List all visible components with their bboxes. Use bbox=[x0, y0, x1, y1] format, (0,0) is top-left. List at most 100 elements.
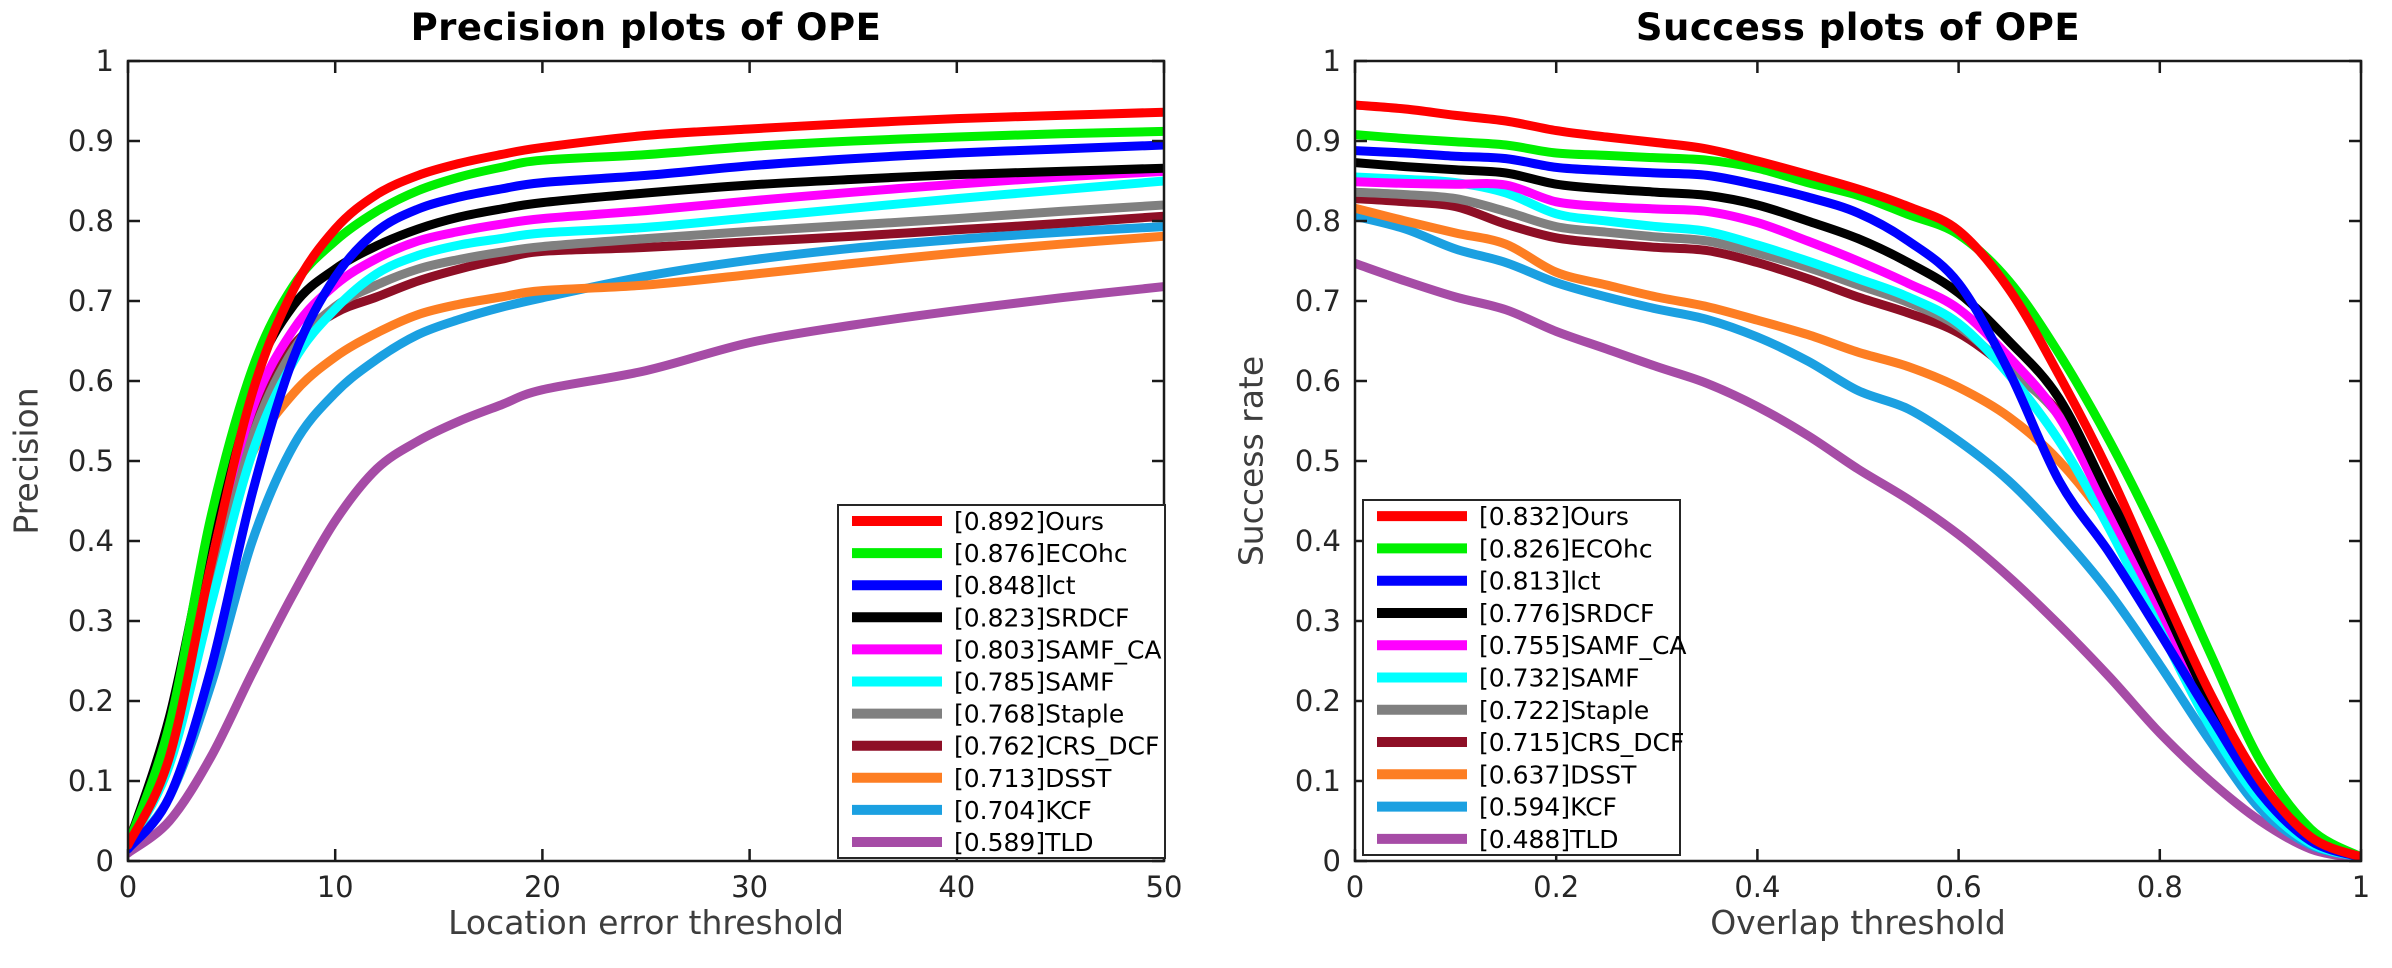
legend-item-SRDCF: [0.823]SRDCF bbox=[852, 603, 1129, 632]
y-tick-label: 0.5 bbox=[1295, 444, 1341, 478]
success-plot: 0 0.2 0.4 0.6 0.8 1 0 0.1 0.2 0.3 0.4 0.5 0.6 0.7 0.8 0… bbox=[1196, 0, 2392, 968]
legend-item-Staple: [0.768]Staple bbox=[852, 700, 1124, 729]
legend-item-CRS_DCF: [0.762]CRS_DCF bbox=[852, 732, 1159, 761]
series-line-ECOhc bbox=[128, 126, 1164, 850]
precision-plot: 0 10 20 30 40 50 0 0.1 0.2 0.3 0.4 0.5 0.6 0.7 0.8 0.9 1… bbox=[6, 6, 1183, 942]
legend-label: [0.637]DSST bbox=[1479, 760, 1637, 789]
y-tick-label: 0 bbox=[96, 844, 114, 878]
legend-label: [0.722]Staple bbox=[1479, 696, 1649, 725]
series-line-Ours bbox=[128, 107, 1164, 850]
legend-label: [0.776]SRDCF bbox=[1479, 599, 1654, 628]
x-tick-label: 0.4 bbox=[1734, 870, 1780, 904]
y-tick-label: 0.5 bbox=[68, 444, 114, 478]
legend-label: [0.892]Ours bbox=[954, 507, 1104, 536]
legend-item-Ours: [0.892]Ours bbox=[852, 507, 1104, 536]
series-line-lct bbox=[1355, 146, 2361, 861]
legend-item-SAMF_CA: [0.803]SAMF_CA bbox=[852, 635, 1162, 664]
legend-item-SAMF: [0.785]SAMF bbox=[852, 668, 1114, 697]
success-y-axis-label: Success rate bbox=[1231, 355, 1271, 567]
legend-item-SAMF_CA: [0.755]SAMF_CA bbox=[1377, 631, 1687, 660]
y-tick-label: 0.7 bbox=[68, 284, 114, 318]
y-tick-label: 0.6 bbox=[68, 364, 114, 398]
legend-label: [0.594]KCF bbox=[1479, 793, 1617, 822]
y-tick-label: 0.6 bbox=[1295, 364, 1341, 398]
series-line-SAMF bbox=[128, 176, 1164, 850]
y-tick-label: 0.4 bbox=[1295, 524, 1341, 558]
curves-group bbox=[1355, 100, 2361, 861]
y-tick-label: 0 bbox=[1323, 844, 1341, 878]
x-tick-label: 40 bbox=[938, 870, 975, 904]
success-x-axis-label: Overlap threshold bbox=[1710, 903, 2006, 942]
legend-label: [0.823]SRDCF bbox=[954, 603, 1129, 632]
legend-item-SAMF: [0.732]SAMF bbox=[1377, 664, 1639, 693]
x-tick-label: 20 bbox=[524, 870, 561, 904]
y-tick-label: 0.2 bbox=[1295, 684, 1341, 718]
legend-item-lct: [0.848]lct bbox=[852, 571, 1076, 600]
legend-item-TLD: [0.488]TLD bbox=[1377, 825, 1619, 854]
x-tick-label: 0.8 bbox=[2137, 870, 2183, 904]
y-tick-label: 0.3 bbox=[68, 604, 114, 638]
legend-item-Ours: [0.832]Ours bbox=[1377, 502, 1629, 531]
series-line-TLD bbox=[128, 282, 1164, 858]
x-tick-label: 50 bbox=[1146, 870, 1183, 904]
legend-item-DSST: [0.637]DSST bbox=[1377, 760, 1637, 789]
legend-label: [0.785]SAMF bbox=[954, 668, 1114, 697]
legend-item-ECOhc: [0.826]ECOhc bbox=[1377, 534, 1653, 563]
y-tick-label: 0.1 bbox=[68, 764, 114, 798]
legend-item-DSST: [0.713]DSST bbox=[852, 764, 1112, 793]
legend-label: [0.755]SAMF_CA bbox=[1479, 631, 1687, 660]
x-tick-label: 0 bbox=[119, 870, 137, 904]
legend: [0.832]Ours [0.826]ECOhc [0.813]lct [0.776]… bbox=[1362, 499, 1687, 856]
series-line-SAMF bbox=[1355, 172, 2361, 861]
success-plot-svg: 0 0.2 0.4 0.6 0.8 1 0 0.1 0.2 0.3 0.4 0.5 0.6 0.7 0.8 0… bbox=[1295, 44, 2370, 904]
legend-item-lct: [0.813]lct bbox=[1377, 567, 1601, 596]
y-tick-label: 0.1 bbox=[1295, 764, 1341, 798]
y-tick-label: 0.3 bbox=[1295, 604, 1341, 638]
legend-label: [0.848]lct bbox=[954, 571, 1076, 600]
y-tick-label: 0.9 bbox=[68, 124, 114, 158]
y-tick-label: 0.8 bbox=[1295, 204, 1341, 238]
legend-label: [0.713]DSST bbox=[954, 764, 1112, 793]
x-tick-label: 0.6 bbox=[1936, 870, 1982, 904]
precision-plot-title: Precision plots of OPE bbox=[410, 6, 882, 49]
x-tick-label: 0 bbox=[1346, 870, 1364, 904]
x-tick-label: 0.2 bbox=[1533, 870, 1579, 904]
legend-label: [0.704]KCF bbox=[954, 796, 1092, 825]
legend-label: [0.813]lct bbox=[1479, 567, 1601, 596]
legend: [0.892]Ours [0.876]ECOhc [0.848]lct [0.823]… bbox=[837, 504, 1166, 859]
legend-label: [0.715]CRS_DCF bbox=[1479, 728, 1684, 757]
legend-label: [0.762]CRS_DCF bbox=[954, 732, 1159, 761]
legend-label: [0.876]ECOhc bbox=[954, 539, 1128, 568]
legend-label: [0.832]Ours bbox=[1479, 502, 1629, 531]
series-line-Ours bbox=[1355, 100, 2361, 861]
y-tick-label: 0.9 bbox=[1295, 124, 1341, 158]
x-tick-label: 30 bbox=[731, 870, 768, 904]
legend-label: [0.488]TLD bbox=[1479, 825, 1619, 854]
legend-item-KCF: [0.594]KCF bbox=[1377, 793, 1617, 822]
x-tick-label: 1 bbox=[2352, 870, 2370, 904]
legend-item-CRS_DCF: [0.715]CRS_DCF bbox=[1377, 728, 1684, 757]
legend-item-TLD: [0.589]TLD bbox=[852, 828, 1094, 857]
series-line-TLD bbox=[1355, 258, 2361, 861]
series-line-KCF bbox=[1355, 211, 2361, 861]
series-line-lct bbox=[128, 140, 1164, 854]
series-line-KCF bbox=[128, 222, 1164, 854]
precision-y-axis-label: Precision bbox=[6, 387, 46, 535]
legend-item-SRDCF: [0.776]SRDCF bbox=[1377, 599, 1654, 628]
precision-x-axis-label: Location error threshold bbox=[448, 903, 844, 942]
x-tick-label: 10 bbox=[317, 870, 354, 904]
legend-label: [0.803]SAMF_CA bbox=[954, 635, 1162, 664]
y-tick-label: 0.7 bbox=[1295, 284, 1341, 318]
legend-item-Staple: [0.722]Staple bbox=[1377, 696, 1649, 725]
y-tick-label: 1 bbox=[1323, 44, 1341, 78]
y-tick-label: 0.4 bbox=[68, 524, 114, 558]
legend-label: [0.826]ECOhc bbox=[1479, 534, 1653, 563]
precision-plot-svg: 0 10 20 30 40 50 0 0.1 0.2 0.3 0.4 0.5 0.6 0.7 0.8 0.9 1… bbox=[68, 44, 1183, 904]
success-plot-title: Success plots of OPE bbox=[1635, 6, 2081, 49]
legend-item-KCF: [0.704]KCF bbox=[852, 796, 1092, 825]
curves-group bbox=[128, 107, 1164, 858]
y-tick-label: 0.2 bbox=[68, 684, 114, 718]
legend-label: [0.768]Staple bbox=[954, 700, 1124, 729]
legend-label: [0.732]SAMF bbox=[1479, 664, 1639, 693]
